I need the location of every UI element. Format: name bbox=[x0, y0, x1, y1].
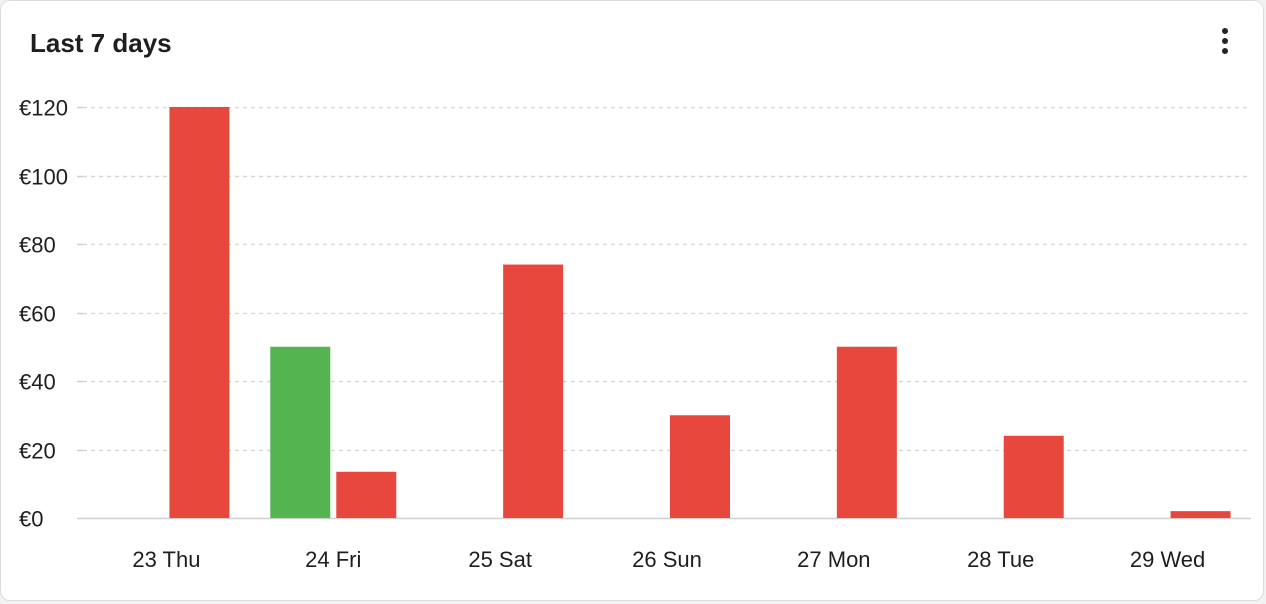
x-tick-label: 26 Sun bbox=[632, 547, 702, 572]
bar bbox=[836, 346, 897, 518]
menu-dot bbox=[1222, 48, 1228, 54]
menu-dot bbox=[1222, 38, 1228, 44]
y-tick-label: €80 bbox=[19, 233, 56, 258]
x-tick-label: 28 Tue bbox=[967, 547, 1034, 572]
bar bbox=[503, 264, 564, 518]
bar bbox=[1003, 435, 1064, 518]
more-vertical-icon[interactable] bbox=[1209, 21, 1241, 61]
y-tick-label: €20 bbox=[19, 439, 56, 464]
bar bbox=[1170, 511, 1231, 518]
x-tick-label: 29 Wed bbox=[1130, 547, 1205, 572]
x-tick-label: 27 Mon bbox=[797, 547, 870, 572]
y-tick-label: €60 bbox=[19, 302, 56, 327]
y-tick-label: €40 bbox=[19, 370, 56, 395]
bar bbox=[670, 415, 730, 518]
x-tick-label: 24 Fri bbox=[305, 547, 361, 572]
bar bbox=[336, 471, 397, 518]
y-tick-label: €120 bbox=[19, 96, 68, 121]
y-tick-label: €0 bbox=[19, 507, 43, 532]
x-tick-label: 25 Sat bbox=[468, 547, 532, 572]
bar bbox=[270, 346, 331, 518]
y-tick-label: €100 bbox=[19, 165, 68, 190]
x-tick-label: 23 Thu bbox=[132, 547, 200, 572]
bar bbox=[169, 107, 230, 518]
menu-dot bbox=[1222, 28, 1228, 34]
card-title: Last 7 days bbox=[30, 28, 172, 58]
